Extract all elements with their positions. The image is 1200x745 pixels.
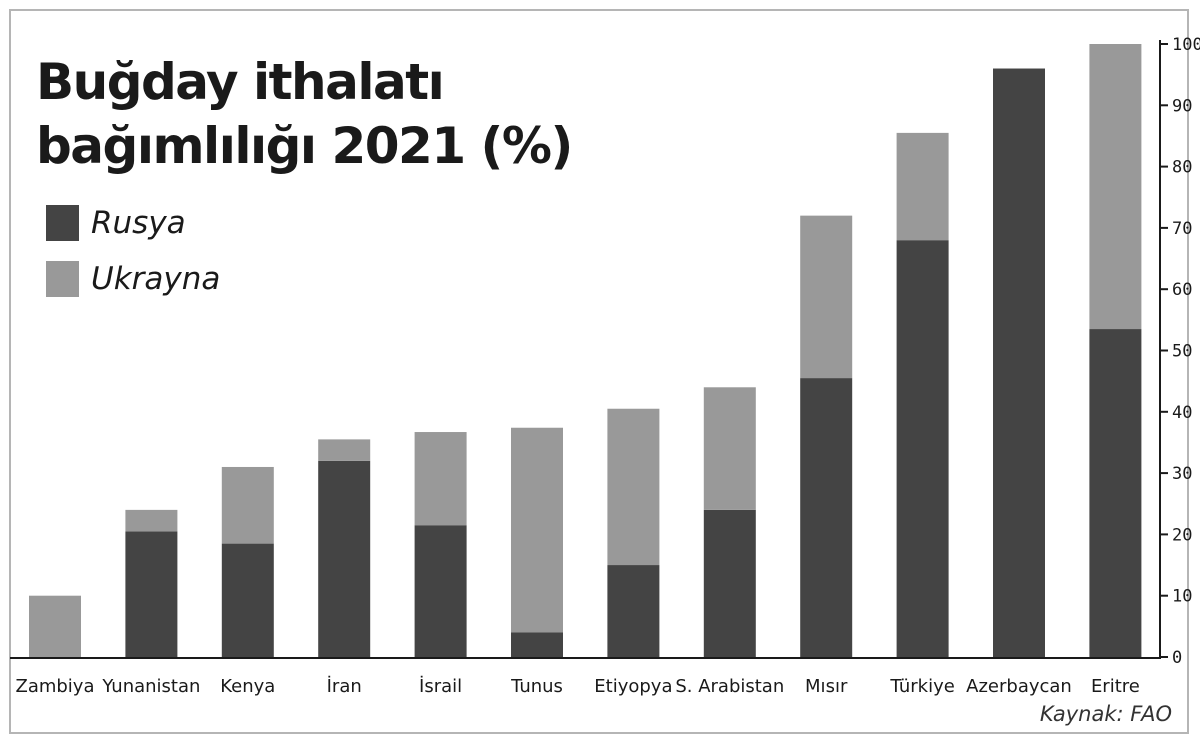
bar-rusya-11 [1089,329,1142,657]
bar-rusya-9 [896,240,949,657]
bar-rusya-4 [414,525,467,657]
category-label-9: Türkiye [889,676,955,697]
y-tick-label-50: 50 [1172,342,1192,362]
bar-rusya-5 [511,632,563,657]
bar-rusya-8 [800,378,853,657]
y-tick-label-20: 20 [1172,525,1192,545]
bar-ukrayna-5 [511,427,563,633]
y-tick-label-70: 70 [1172,219,1192,239]
bar-rusya-6 [607,565,660,657]
y-tick-label-100: 100 [1172,35,1200,55]
bar-rusya-2 [221,543,274,657]
category-label-6: Etiyopya [594,676,672,697]
category-label-2: Kenya [220,676,275,697]
legend-label-ukrayna: Ukrayna [91,261,221,297]
bar-ukrayna-3 [318,439,371,461]
bar-rusya-3 [318,460,371,657]
chart-title-line-1: Buğday ithalatı [36,53,445,111]
bar-ukrayna-9 [896,132,949,241]
y-tick-label-0: 0 [1172,648,1182,668]
chart-frame [9,9,1189,734]
source-note: Kaynak: FAO [1039,702,1172,726]
category-label-10: Azerbaycan [966,676,1072,697]
legend: Rusya Ukrayna [46,203,220,315]
category-label-4: İsrail [419,676,462,697]
bar-rusya-7 [703,509,756,657]
category-label-8: Mısır [805,676,848,697]
bar-ukrayna-8 [800,215,853,379]
chart-title: Buğday ithalatı bağımlılığı 2021 (%) [36,50,573,178]
bar-ukrayna-0 [29,595,81,657]
bar-ukrayna-1 [125,509,178,532]
bar-ukrayna-11 [1089,44,1142,330]
category-label-5: Tunus [510,676,563,697]
legend-item-ukrayna: Ukrayna [46,259,220,299]
category-label-11: Eritre [1091,676,1140,697]
category-label-7: S. Arabistan [675,676,784,697]
y-tick-label-40: 40 [1172,403,1192,423]
bar-ukrayna-2 [221,466,274,544]
legend-item-rusya: Rusya [46,203,220,243]
y-tick-label-30: 30 [1172,464,1192,484]
legend-swatch-rusya [46,205,79,241]
bar-ukrayna-7 [703,387,756,510]
bar-rusya-10 [993,68,1045,657]
y-tick-label-60: 60 [1172,280,1192,300]
category-label-3: İran [327,676,362,697]
y-tick-label-90: 90 [1172,96,1192,116]
y-tick-label-10: 10 [1172,587,1192,607]
category-label-1: Yunanistan [101,676,200,697]
category-label-0: Zambiya [15,676,94,697]
legend-swatch-ukrayna [46,261,79,297]
y-tick-label-80: 80 [1172,158,1192,178]
bar-rusya-1 [125,531,178,657]
bar-ukrayna-6 [607,408,660,566]
bar-ukrayna-4 [414,432,467,526]
chart-title-line-2: bağımlılığı 2021 (%) [36,117,573,175]
legend-label-rusya: Rusya [91,205,186,241]
